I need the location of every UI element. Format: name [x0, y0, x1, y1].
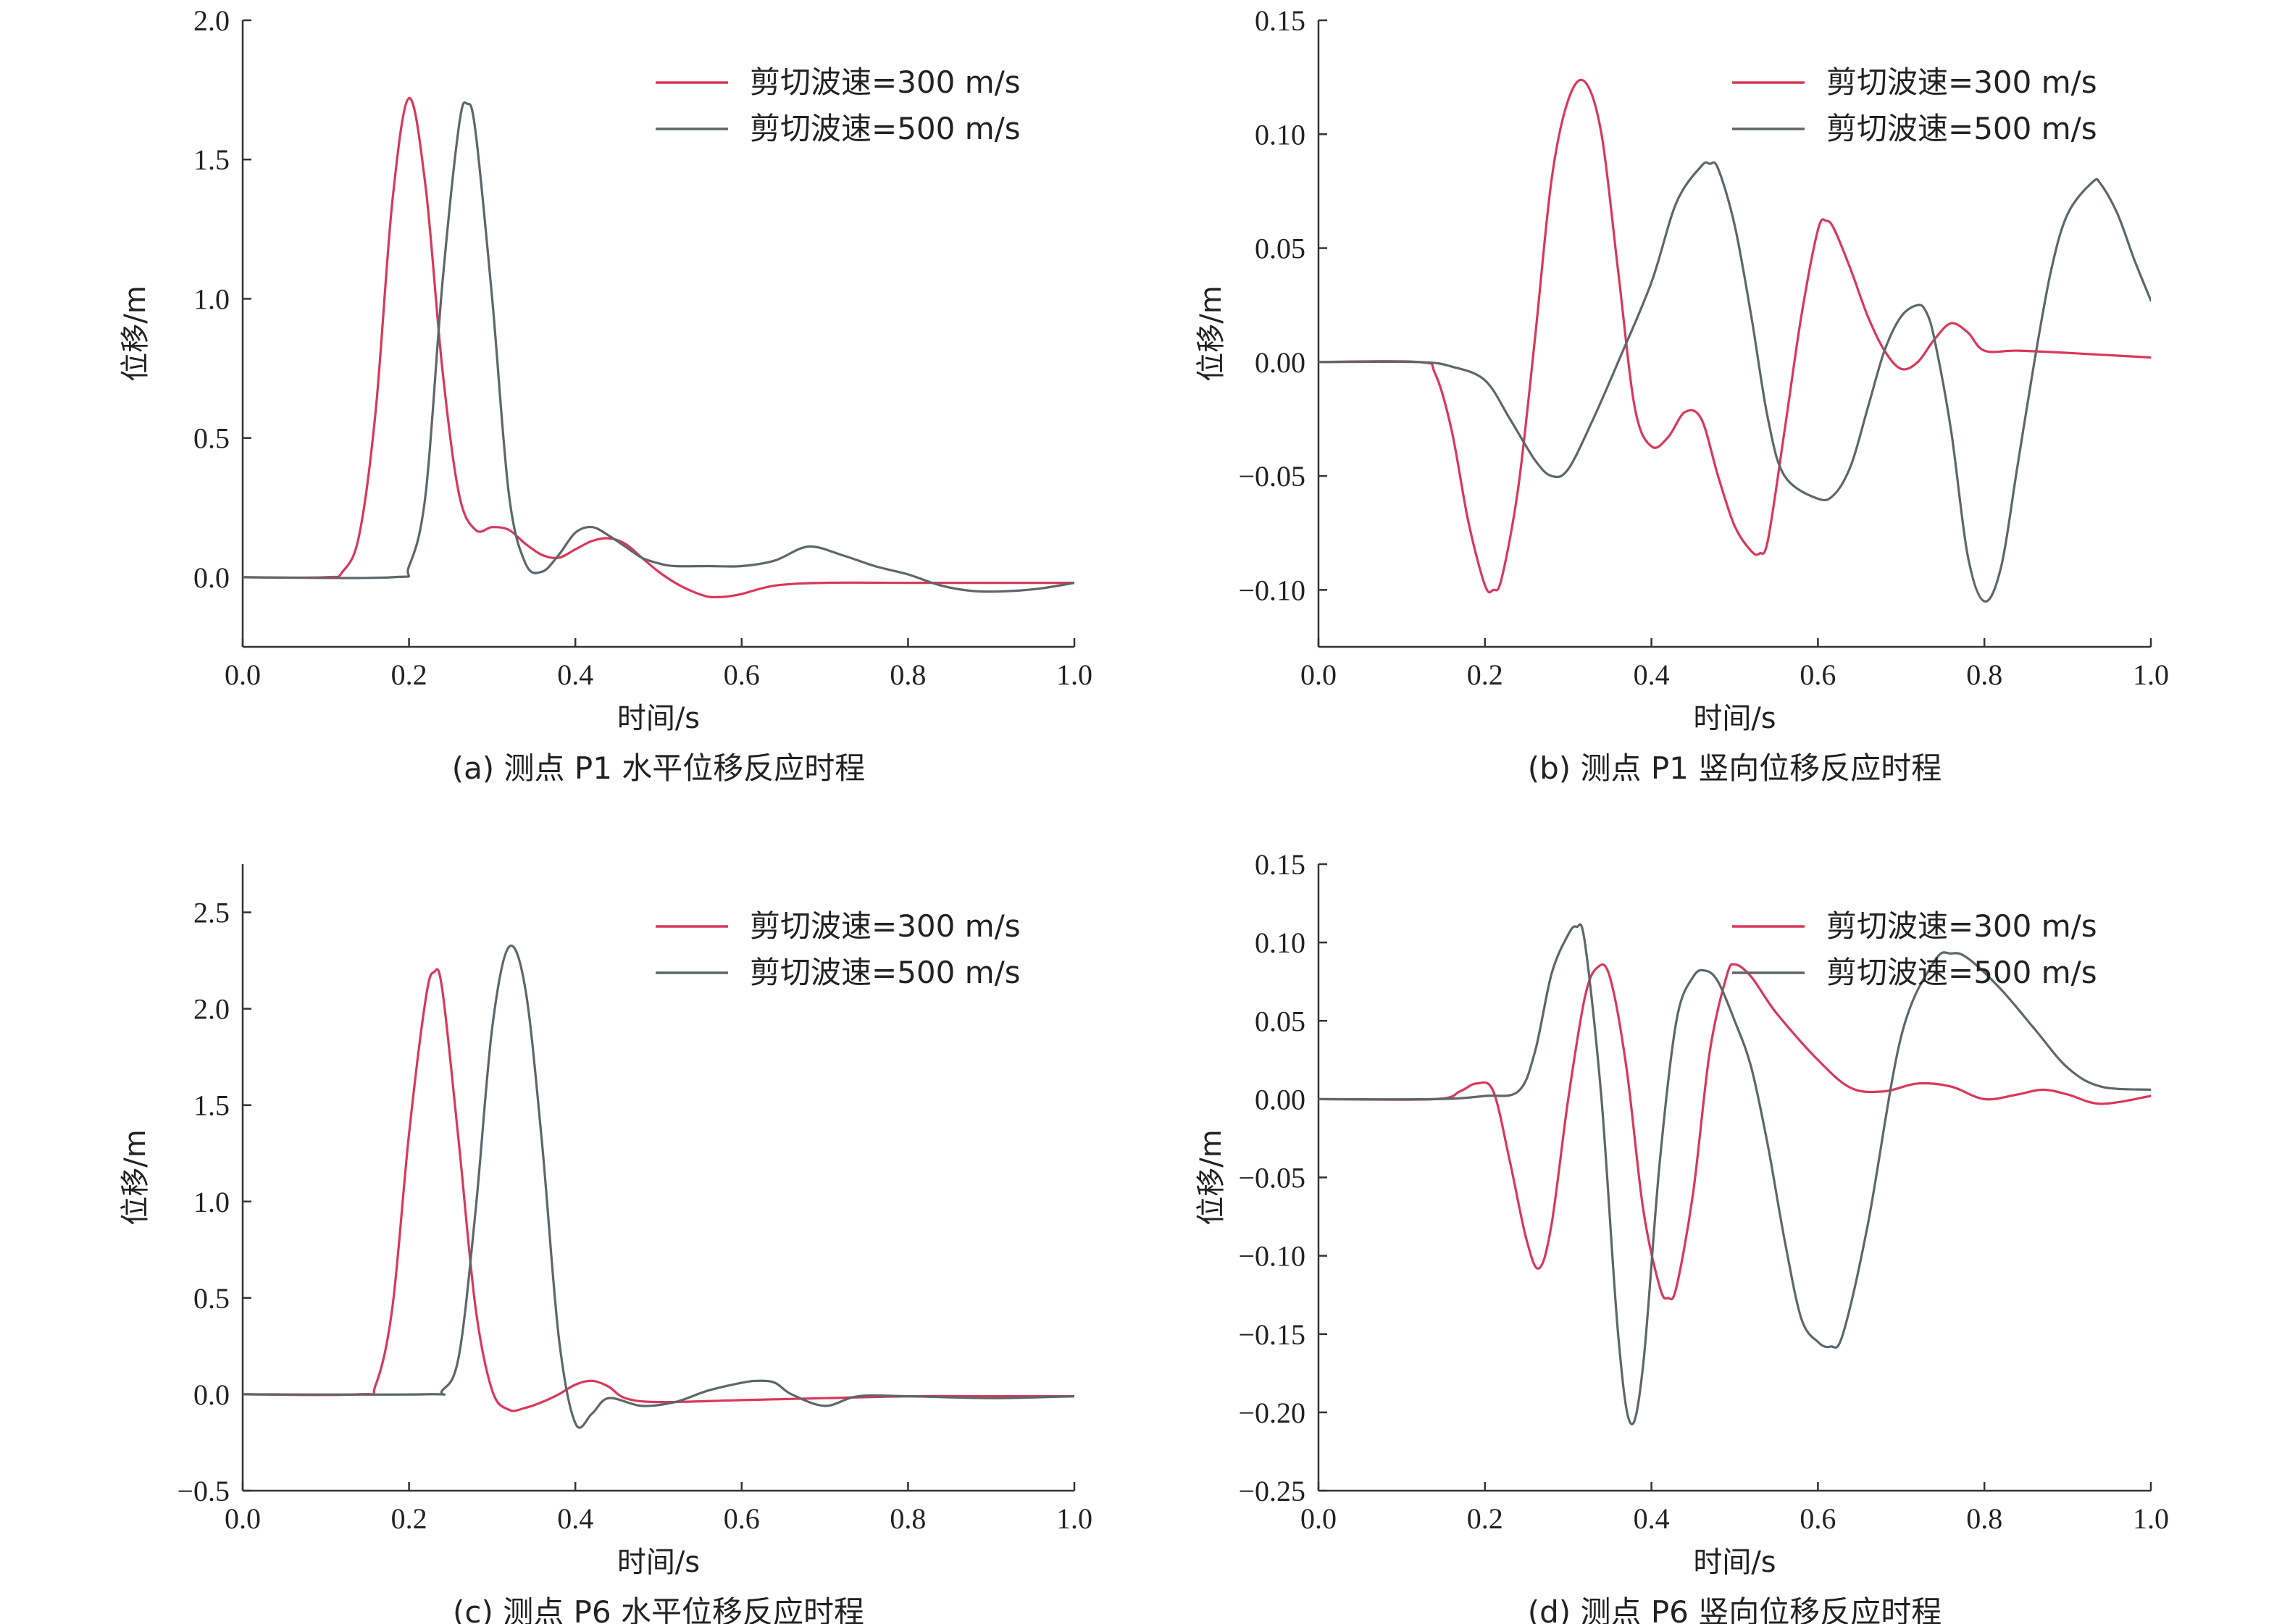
- x-tick-label: 0.8: [1966, 1502, 2002, 1535]
- y-tick-label: 2.0: [193, 4, 230, 37]
- y-tick-label: −0.05: [1238, 1162, 1305, 1194]
- y-tick-label: 0.5: [193, 422, 230, 455]
- y-tick-label: 0.15: [1255, 4, 1305, 37]
- x-tick-label: 0.8: [1966, 658, 2002, 691]
- chart-panel-b: 0.0 0.2 0.4 0.6 0.8 1.0 −0.10 −0.05 0.00 0.05 0.10…: [1195, 4, 2169, 786]
- x-tick-label: 0.2: [1467, 658, 1503, 691]
- series-line-500: [1318, 923, 2151, 1426]
- series-line-300: [243, 96, 1074, 599]
- x-tick-label: 1.0: [1056, 1502, 1092, 1535]
- x-tick-label: 0.0: [1300, 1502, 1337, 1535]
- panel-caption: (a) 测点 P1 水平位移反应时程: [452, 750, 866, 786]
- x-tick-label: 0.0: [225, 1502, 261, 1535]
- y-axis-label: 位移/m: [119, 1129, 152, 1225]
- legend-label: 剪切波速=500 m/s: [1826, 955, 2097, 990]
- panel-caption: (c) 测点 P6 水平位移反应时程: [453, 1594, 864, 1624]
- x-tick-label: 0.6: [724, 1502, 760, 1535]
- legend-label: 剪切波速=500 m/s: [750, 955, 1021, 990]
- legend-label: 剪切波速=300 m/s: [750, 908, 1021, 944]
- panel-caption: (b) 测点 P1 竖向位移反应时程: [1528, 750, 1942, 786]
- series-line-500: [243, 101, 1074, 593]
- y-tick-label: 2.5: [193, 897, 230, 929]
- y-tick-label: −0.05: [1238, 460, 1305, 493]
- panel-caption: (d) 测点 P6 竖向位移反应时程: [1528, 1594, 1942, 1624]
- series-line-300: [1318, 78, 2151, 594]
- y-tick-label: 1.5: [193, 143, 230, 176]
- y-tick-label: 2.0: [193, 993, 230, 1026]
- y-tick-label: 0.00: [1255, 346, 1305, 379]
- x-tick-label: 0.0: [225, 658, 261, 691]
- chart-panel-d: 0.0 0.2 0.4 0.6 0.8 1.0 −0.25 −0.20 −0.15 −0.10 −0…: [1195, 848, 2169, 1624]
- y-tick-label: −0.25: [1238, 1475, 1305, 1507]
- y-tick-label: 1.5: [193, 1089, 230, 1122]
- y-tick-label: 0.0: [193, 561, 230, 594]
- x-tick-label: 0.6: [1800, 658, 1836, 691]
- y-tick-label: 0.10: [1255, 926, 1305, 959]
- y-tick-label: 1.0: [193, 1186, 230, 1218]
- y-tick-label: 0.15: [1255, 848, 1305, 881]
- y-tick-label: −0.10: [1238, 1240, 1305, 1273]
- x-tick-label: 0.4: [557, 658, 593, 691]
- x-tick-label: 1.0: [2133, 1502, 2169, 1535]
- y-tick-label: −0.10: [1238, 574, 1305, 606]
- x-axis-label: 时间/s: [617, 702, 700, 735]
- x-tick-label: 0.8: [890, 1502, 926, 1535]
- x-tick-label: 1.0: [2133, 658, 2169, 691]
- legend-label: 剪切波速=300 m/s: [1826, 64, 2097, 100]
- x-tick-label: 0.6: [724, 658, 760, 691]
- y-axis-label: 位移/m: [1195, 1129, 1228, 1225]
- x-tick-label: 0.4: [557, 1502, 593, 1535]
- y-tick-label: 0.0: [193, 1378, 230, 1411]
- x-tick-label: 0.4: [1634, 1502, 1670, 1535]
- y-tick-label: 1.0: [193, 282, 230, 315]
- x-axis-label: 时间/s: [1693, 1546, 1776, 1579]
- x-tick-label: 0.4: [1634, 658, 1670, 691]
- y-tick-label: 0.5: [193, 1282, 230, 1315]
- y-axis-label: 位移/m: [119, 285, 152, 381]
- y-tick-label: −0.5: [177, 1475, 230, 1507]
- y-axis-label: 位移/m: [1195, 285, 1228, 381]
- y-tick-label: −0.20: [1238, 1397, 1305, 1429]
- series-line-500: [1318, 161, 2151, 603]
- series-line-300: [243, 968, 1074, 1412]
- x-tick-label: 0.0: [1300, 658, 1337, 691]
- legend-label: 剪切波速=300 m/s: [750, 64, 1021, 100]
- x-tick-label: 0.8: [890, 658, 926, 691]
- x-axis-label: 时间/s: [617, 1546, 700, 1579]
- y-tick-label: −0.15: [1238, 1318, 1305, 1351]
- y-tick-label: 0.00: [1255, 1083, 1305, 1116]
- y-tick-label: 0.05: [1255, 233, 1305, 265]
- legend-label: 剪切波速=300 m/s: [1826, 908, 2097, 944]
- x-tick-label: 0.6: [1800, 1502, 1836, 1535]
- x-axis-label: 时间/s: [1693, 702, 1776, 735]
- y-tick-label: 0.05: [1255, 1005, 1305, 1037]
- y-tick-label: 0.10: [1255, 118, 1305, 151]
- chart-panel-c: 0.0 0.2 0.4 0.6 0.8 1.0−0.50.00.51.01.52.02.5…: [119, 864, 1092, 1624]
- x-tick-label: 0.2: [391, 1502, 427, 1535]
- legend-label: 剪切波速=500 m/s: [1826, 111, 2097, 146]
- x-tick-label: 0.2: [391, 658, 427, 691]
- x-tick-label: 0.2: [1467, 1502, 1503, 1535]
- x-tick-label: 1.0: [1056, 658, 1092, 691]
- series-line-500: [243, 945, 1074, 1429]
- chart-panel-a: 0.0 0.2 0.4 0.6 0.8 1.0 0.0 0.5 1.0 1.5 2.0 时间/s 位移/…: [119, 4, 1092, 786]
- legend-label: 剪切波速=500 m/s: [750, 111, 1021, 146]
- series-line-300: [1318, 963, 2151, 1301]
